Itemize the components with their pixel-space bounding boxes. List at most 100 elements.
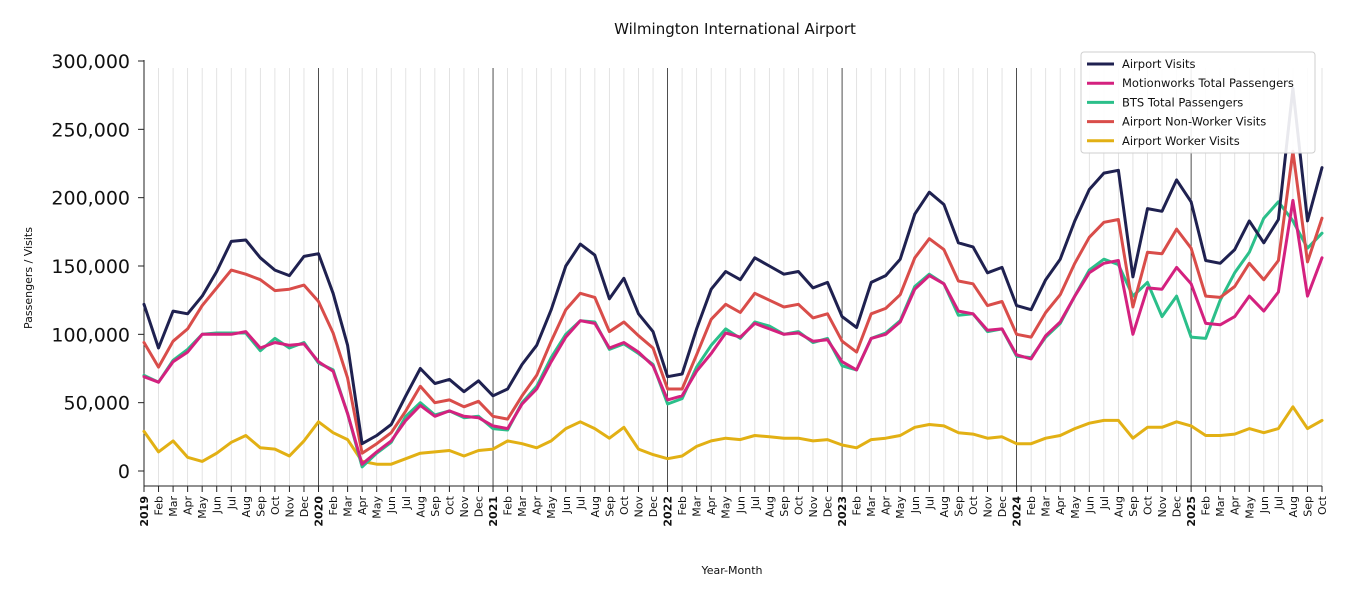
x-tick-month-label: Oct <box>967 495 980 515</box>
legend-label: Airport Non-Worker Visits <box>1122 115 1266 129</box>
year-gridlines <box>143 68 1192 486</box>
x-tick-month-label: Apr <box>1229 496 1242 516</box>
x-tick-month-label: Oct <box>1141 495 1154 515</box>
x-tick-month-label: Aug <box>1112 496 1125 517</box>
x-tick-month-label: Jul <box>225 496 238 510</box>
x-tick-month-label: Mar <box>516 496 529 517</box>
x-tick-month-label: Sep <box>429 496 442 517</box>
x-tick-month-label: Sep <box>1301 496 1314 517</box>
x-tick-month-label: Dec <box>822 496 835 517</box>
chart-title: Wilmington International Airport <box>614 20 856 38</box>
x-tick-month-label: Jun <box>560 496 573 514</box>
x-tick-month-label: Feb <box>1025 496 1038 515</box>
x-tick-month-label: Jul <box>923 496 936 510</box>
x-tick-month-label: May <box>894 496 907 519</box>
x-tick-month-label: Jul <box>400 496 413 510</box>
x-tick-month-label: Aug <box>938 496 951 517</box>
x-tick-month-label: Apr <box>356 496 369 516</box>
x-tick-month-label: Aug <box>589 496 602 517</box>
x-tick-month-label: May <box>196 496 209 519</box>
x-tick-month-label: Oct <box>269 495 282 515</box>
x-tick-month-label: Feb <box>327 496 340 515</box>
x-tick-month-label: Oct <box>792 495 805 515</box>
legend-label: Airport Worker Visits <box>1122 134 1240 148</box>
x-tick-year-label: 2025 <box>1185 496 1198 527</box>
x-tick-month-label: Feb <box>676 496 689 515</box>
x-tick-month-label: Mar <box>865 496 878 517</box>
x-tick-month-label: Jul <box>1272 496 1285 510</box>
legend-label: Airport Visits <box>1122 57 1196 71</box>
x-tick-month-label: Oct <box>618 495 631 515</box>
x-tick-month-label: Sep <box>1127 496 1140 517</box>
series-line-airport-visits <box>142 86 1324 446</box>
x-tick-month-label: Jun <box>734 496 747 514</box>
x-tick-month-label: Jul <box>574 496 587 510</box>
x-tick-month-label: Aug <box>414 496 427 517</box>
x-tick-month-label: Jun <box>1258 496 1271 514</box>
x-tick-month-label: May <box>720 496 733 519</box>
x-tick-month-label: Dec <box>996 496 1009 517</box>
x-tick-month-label: Sep <box>254 496 267 517</box>
y-tick-label: 0 <box>118 461 130 483</box>
y-tick-label: 150,000 <box>51 256 130 278</box>
y-tick-label: 300,000 <box>51 51 130 73</box>
x-tick-year-label: 2021 <box>487 496 500 527</box>
x-tick-month-label: Jul <box>1098 496 1111 510</box>
x-tick-month-label: Feb <box>502 496 515 515</box>
x-tick-year-label: 2024 <box>1011 496 1024 527</box>
y-tick-label: 200,000 <box>51 188 130 210</box>
x-tick-month-label: Apr <box>531 496 544 516</box>
series-line-airport-non-worker-visits <box>142 149 1324 455</box>
x-tick-month-label: Sep <box>778 496 791 517</box>
legend-label: Motionworks Total Passengers <box>1122 76 1294 90</box>
x-axis-ticks: 2019 Feb Mar Apr May Jun Jul Aug Sep Oct Nov Dec 202… <box>138 486 1329 527</box>
x-tick-month-label: Feb <box>1200 496 1213 515</box>
x-tick-month-label: Aug <box>1287 496 1300 517</box>
x-tick-year-label: 2020 <box>313 496 326 527</box>
x-tick-month-label: Nov <box>632 496 645 518</box>
x-tick-month-label: Apr <box>880 496 893 516</box>
x-tick-month-label: May <box>1243 496 1256 519</box>
x-tick-month-label: Sep <box>952 496 965 517</box>
y-tick-label: 250,000 <box>51 119 130 141</box>
x-tick-month-label: Aug <box>763 496 776 517</box>
x-tick-month-label: Mar <box>342 496 355 517</box>
series-line-airport-worker-visits <box>142 405 1324 466</box>
x-tick-month-label: Oct <box>443 495 456 515</box>
x-tick-month-label: Jun <box>1083 496 1096 514</box>
x-tick-month-label: Feb <box>153 496 166 515</box>
x-tick-month-label: Nov <box>982 496 995 518</box>
x-axis-label: Year-Month <box>700 564 762 577</box>
x-tick-month-label: Dec <box>647 496 660 517</box>
x-tick-month-label: Apr <box>182 496 195 516</box>
x-tick-month-label: Sep <box>603 496 616 517</box>
x-tick-month-label: Jun <box>211 496 224 514</box>
y-tick-label: 100,000 <box>51 324 130 346</box>
x-tick-month-label: Nov <box>283 496 296 518</box>
x-tick-month-label: May <box>545 496 558 519</box>
x-tick-month-label: May <box>371 496 384 519</box>
series-lines <box>142 86 1324 469</box>
x-tick-month-label: May <box>1069 496 1082 519</box>
x-tick-month-label: Oct <box>1316 495 1329 515</box>
x-tick-month-label: Apr <box>705 496 718 516</box>
series-line-motionworks-total-passengers <box>142 198 1324 466</box>
x-tick-month-label: Jun <box>909 496 922 514</box>
legend-box <box>1080 51 1316 154</box>
x-tick-month-label: Dec <box>472 496 485 517</box>
y-tick-label: 50,000 <box>64 393 130 415</box>
x-tick-month-label: Aug <box>240 496 253 517</box>
x-tick-year-label: 2022 <box>662 496 675 527</box>
x-tick-year-label: 2019 <box>138 496 151 527</box>
x-tick-month-label: Mar <box>691 496 704 517</box>
y-axis-label: Passengers / Visits <box>22 227 35 329</box>
y-axis-ticks: 0 50,000 100,000 150,000 200,000 250,000 300,0… <box>51 51 144 483</box>
x-tick-year-label: 2023 <box>836 496 849 527</box>
x-tick-month-label: Nov <box>458 496 471 518</box>
x-tick-month-label: Dec <box>1171 496 1184 517</box>
x-tick-month-label: Feb <box>851 496 864 515</box>
legend: Airport Visits Motionworks Total Passenge… <box>1080 51 1316 154</box>
x-tick-month-label: Nov <box>1156 496 1169 518</box>
x-tick-month-label: Jun <box>385 496 398 514</box>
